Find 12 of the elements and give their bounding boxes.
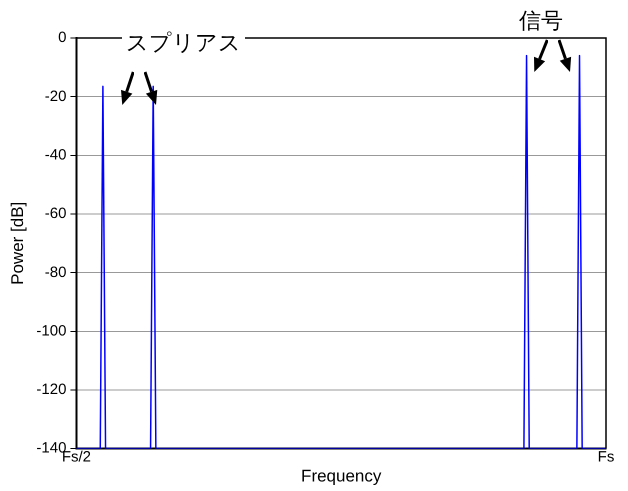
y-tick-label: -40 xyxy=(44,146,66,164)
y-tick-label: 0 xyxy=(58,29,66,46)
text: 信号 xyxy=(517,6,565,36)
y-tick-label: -120 xyxy=(36,381,66,398)
y-axis-title: Power [dB] xyxy=(8,202,27,285)
y-tick-label: -20 xyxy=(44,88,66,105)
x-tick-label: Fs xyxy=(598,448,614,466)
y-tick-label: -60 xyxy=(44,205,66,222)
x-axis-title: Frequency xyxy=(301,466,382,486)
annotation: スプリアス xyxy=(122,28,245,58)
y-tick-label: -80 xyxy=(44,264,66,281)
y-tick-label: -100 xyxy=(36,322,66,340)
